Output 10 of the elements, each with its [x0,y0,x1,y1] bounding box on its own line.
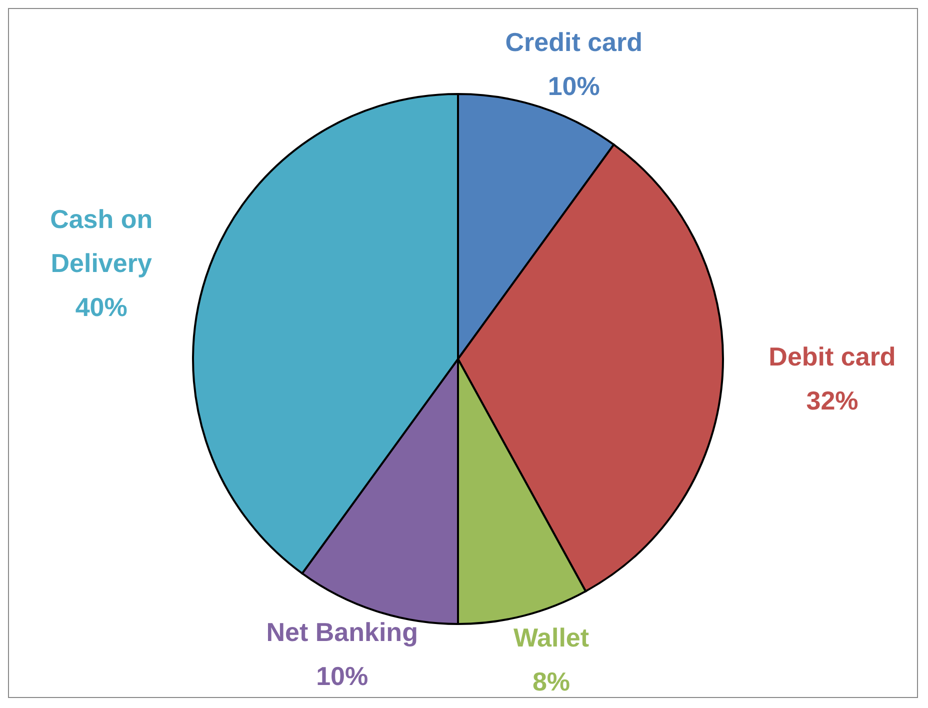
data-label: 8% [532,666,570,696]
slice-label: Cash on Delivery [50,204,153,278]
slice-label: Credit card [505,27,643,58]
data-label: 10% [548,71,600,102]
data-label: 40% [75,292,128,322]
slice-label: Net Banking [266,616,418,647]
slice-label: Debit card [768,341,896,372]
slice-label: Wallet [513,622,590,652]
data-label: 10% [316,660,368,691]
data-label: 32% [806,385,858,416]
